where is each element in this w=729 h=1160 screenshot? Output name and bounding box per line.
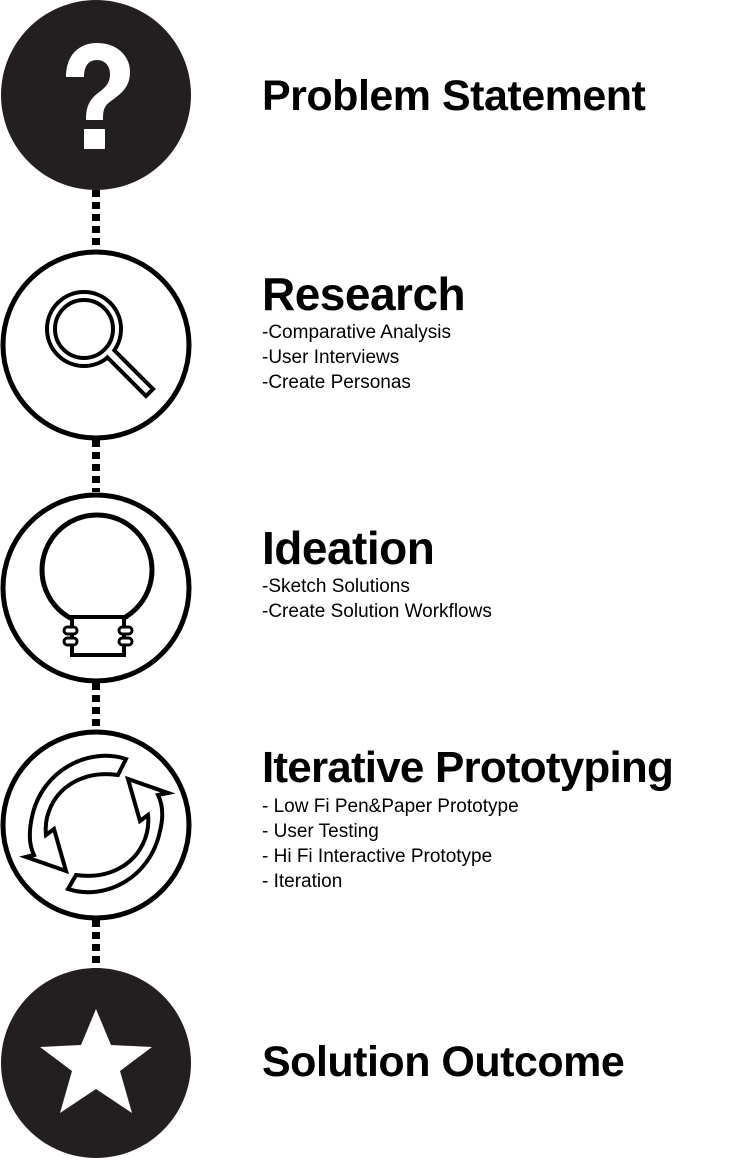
step-title: Iterative Prototyping bbox=[262, 743, 674, 792]
list-item: -Create Personas bbox=[262, 372, 411, 393]
list-item: - User Testing bbox=[262, 821, 379, 842]
step-item-list: -Comparative Analysis -User Interviews -… bbox=[262, 320, 465, 395]
step-title: Problem Statement bbox=[262, 72, 646, 120]
connector-line bbox=[92, 440, 100, 492]
step-item-list: -Sketch Solutions -Create Solution Workf… bbox=[262, 574, 492, 624]
list-item: -Sketch Solutions bbox=[262, 576, 410, 597]
step-ideation: Ideation -Sketch Solutions -Create Solut… bbox=[262, 522, 492, 624]
star-icon bbox=[1, 968, 191, 1158]
step-iterative-prototyping: Iterative Prototyping - Low Fi Pen&Paper… bbox=[262, 742, 674, 894]
magnifying-glass-icon bbox=[0, 249, 192, 441]
step-problem-statement: Problem Statement bbox=[262, 70, 646, 122]
question-mark-icon bbox=[1, 0, 191, 190]
research-circle bbox=[0, 249, 192, 441]
step-research: Research -Comparative Analysis -User Int… bbox=[262, 268, 466, 395]
ideation-circle bbox=[0, 492, 192, 684]
list-item: - Iteration bbox=[262, 871, 343, 892]
connector-line bbox=[92, 683, 100, 731]
connector-line bbox=[92, 920, 100, 970]
list-item: -Create Solution Workflows bbox=[262, 601, 492, 622]
list-item: - Hi Fi Interactive Prototype bbox=[262, 846, 493, 867]
problem-statement-circle bbox=[0, 0, 192, 191]
list-item: - Low Fi Pen&Paper Prototype bbox=[262, 796, 519, 817]
step-solution-outcome: Solution Outcome bbox=[262, 1036, 625, 1088]
lightbulb-icon bbox=[0, 492, 192, 684]
step-item-list: - Low Fi Pen&Paper Prototype - User Test… bbox=[262, 794, 673, 894]
list-item: -Comparative Analysis bbox=[262, 322, 452, 343]
step-title: Solution Outcome bbox=[262, 1038, 625, 1086]
iterative-prototyping-circle bbox=[0, 729, 192, 921]
list-item: -User Interviews bbox=[262, 347, 400, 368]
connector-line bbox=[92, 190, 100, 248]
solution-outcome-circle bbox=[0, 967, 192, 1159]
step-title: Ideation bbox=[262, 522, 435, 574]
cycle-arrows-icon bbox=[0, 729, 192, 921]
step-title: Research bbox=[262, 268, 466, 320]
